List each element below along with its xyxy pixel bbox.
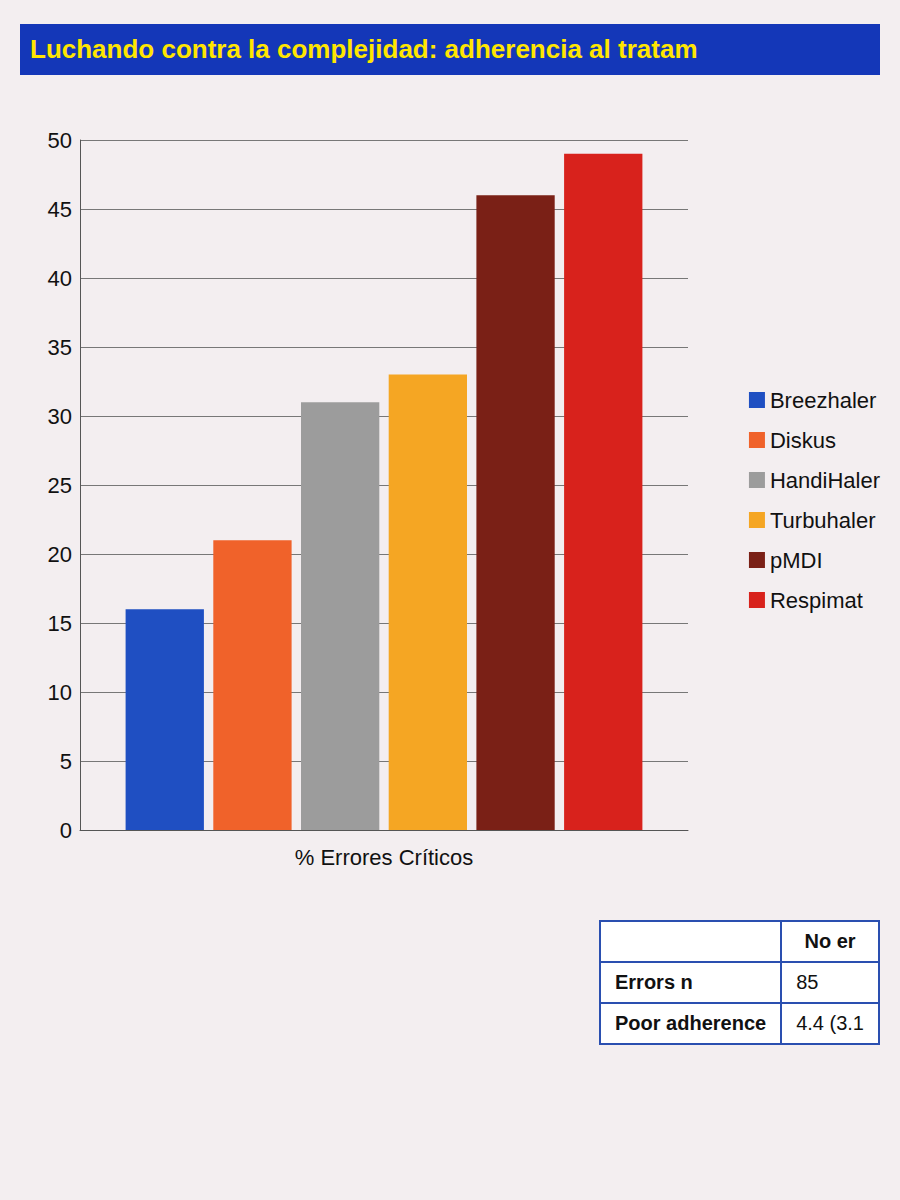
html-text:4.4 (3.1: 4.4 (3.1 [796, 1012, 864, 1034]
svg-text:Turbuhaler: Turbuhaler [770, 508, 876, 533]
svg-text:0: 0 [60, 818, 72, 843]
svg-text:20: 20 [48, 542, 72, 567]
svg-text:40: 40 [48, 266, 72, 291]
html-text:Luchando contra la complejidad: Luchando contra la complejidad: adherenc… [30, 34, 698, 64]
html-text:No er: No er [804, 930, 856, 952]
svg-text:25: 25 [48, 473, 72, 498]
svg-text:30: 30 [48, 404, 72, 429]
svg-text:Diskus: Diskus [770, 428, 836, 453]
svg-text:Respimat: Respimat [770, 588, 863, 613]
svg-text:45: 45 [48, 197, 72, 222]
svg-text:pMDI: pMDI [770, 548, 823, 573]
svg-text:% Errores Críticos: % Errores Críticos [295, 845, 473, 870]
svg-text:Breezhaler: Breezhaler [770, 388, 876, 413]
svg-text:35: 35 [48, 335, 72, 360]
html-text:Errors n: Errors n [615, 971, 693, 993]
svg-text:HandiHaler: HandiHaler [770, 468, 880, 493]
html-text:85: 85 [796, 971, 819, 993]
html-text:Poor adherence: Poor adherence [615, 1012, 767, 1034]
svg-text:15: 15 [48, 611, 72, 636]
svg-text:50: 50 [48, 128, 72, 153]
svg-text:10: 10 [48, 680, 72, 705]
svg-text:5: 5 [60, 749, 72, 774]
